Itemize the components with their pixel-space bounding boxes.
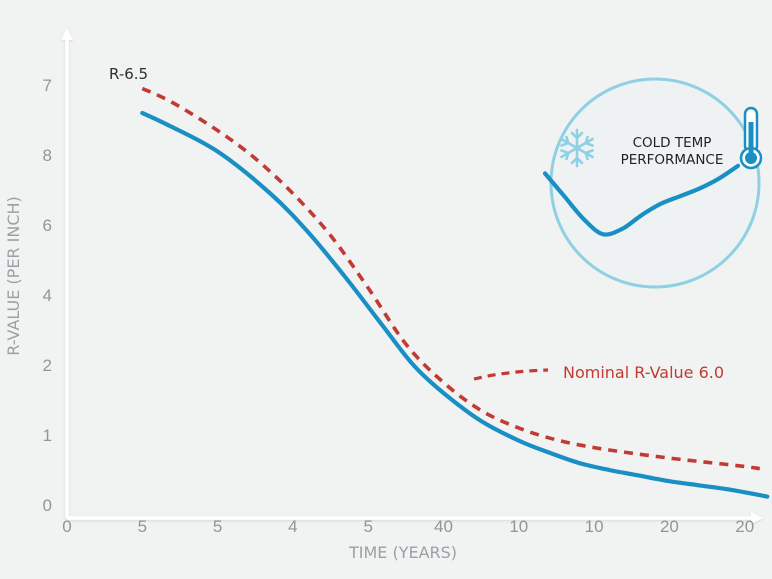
x-tick-label: 40 [434, 517, 453, 536]
inset-circle [549, 77, 761, 289]
inset-performance-curve [542, 163, 741, 237]
series-line-dashed [141, 86, 761, 471]
x-tick-label: 20 [660, 517, 679, 536]
x-axis-arrow [751, 512, 763, 524]
axes [61, 28, 763, 524]
cold-temp-inset: COLD TEMP PERFORMANCE [542, 77, 763, 289]
y-tick-labels: 0 1 2 4 6 8 7 [43, 76, 52, 515]
y-axis-arrow [61, 28, 73, 40]
annotation-nominal-leader [473, 368, 549, 381]
x-tick-label: 10 [585, 517, 604, 536]
x-tick-label: 20 [735, 517, 754, 536]
inset-title-line1: COLD TEMP [633, 135, 712, 151]
series-line-solid [140, 110, 770, 499]
annotation-nominal-rvalue: Nominal R-Value 6.0 [563, 363, 724, 382]
y-tick-label: 0 [43, 496, 52, 515]
x-tick-labels: 0 5 5 4 5 40 10 10 20 20 [62, 517, 754, 536]
x-tick-label: 5 [138, 517, 147, 536]
annotation-r65: R-6.5 [109, 65, 148, 83]
x-tick-label: 4 [288, 517, 297, 536]
thermometer-icon [739, 106, 763, 170]
snowflake-icon [560, 128, 594, 168]
y-tick-label: 1 [43, 426, 52, 445]
x-tick-label: 5 [363, 517, 372, 536]
y-tick-label: 4 [43, 286, 52, 305]
inset-title-line2: PERFORMANCE [621, 152, 724, 168]
x-axis-title: TIME (YEARS) [348, 543, 457, 562]
x-tick-label: 5 [213, 517, 222, 536]
y-tick-label: 8 [43, 146, 52, 165]
x-tick-label: 0 [62, 517, 71, 536]
y-axis-title: R-VALUE (PER INCH) [4, 196, 23, 356]
y-tick-label: 6 [43, 216, 52, 235]
x-tick-label: 10 [509, 517, 528, 536]
y-tick-label: 7 [43, 76, 52, 95]
y-tick-label: 2 [43, 356, 52, 375]
